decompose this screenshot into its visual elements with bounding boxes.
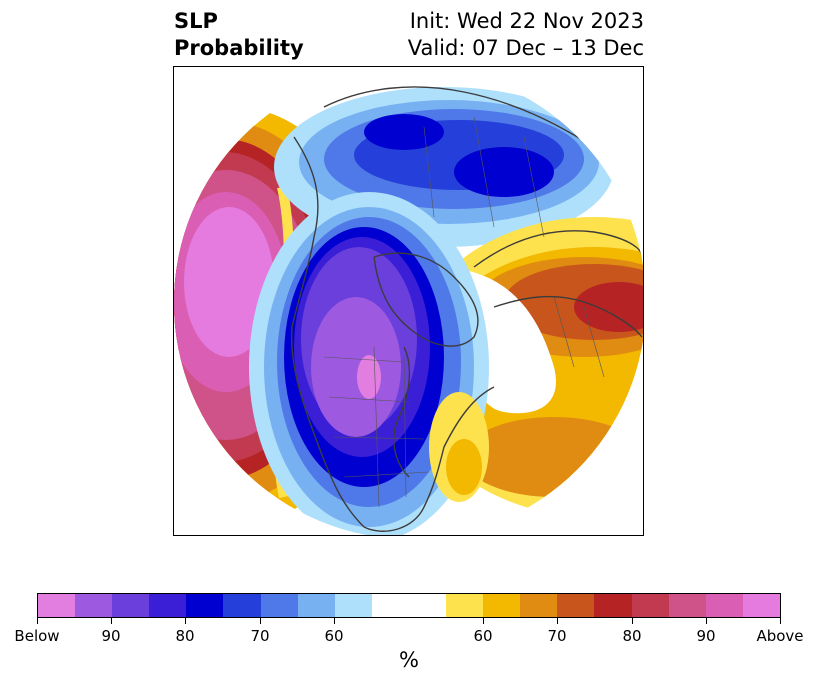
map-dates: Init: Wed 22 Nov 2023 Valid: 07 Dec – 13… bbox=[370, 8, 644, 62]
colorbar-tick bbox=[483, 618, 484, 624]
colorbar-label-below: Below bbox=[14, 627, 60, 645]
colorbar-segment bbox=[112, 594, 150, 617]
field-above-pacific-max bbox=[184, 207, 274, 357]
title-product: Probability bbox=[174, 36, 304, 60]
colorbar-tick bbox=[111, 618, 112, 624]
colorbar-segment bbox=[557, 594, 595, 617]
colorbar-label: 90 bbox=[101, 627, 121, 645]
field-above-europe-80 bbox=[574, 282, 643, 332]
colorbar-label: 90 bbox=[696, 627, 716, 645]
colorbar-label: 70 bbox=[250, 627, 270, 645]
colorbar-tick bbox=[557, 618, 558, 624]
colorbar-segment bbox=[668, 594, 706, 617]
colorbar-segment bbox=[334, 594, 372, 617]
colorbar-tick bbox=[632, 618, 633, 624]
colorbar-segment bbox=[297, 594, 335, 617]
colorbar-tick bbox=[37, 618, 38, 624]
coastlines bbox=[290, 86, 643, 532]
colorbar-tick bbox=[334, 618, 335, 624]
colorbar-label: 60 bbox=[473, 627, 493, 645]
colorbar-segment-neutral bbox=[371, 594, 447, 617]
colorbar-label: 80 bbox=[175, 627, 195, 645]
init-date: Init: Wed 22 Nov 2023 bbox=[409, 9, 644, 33]
polar-map bbox=[173, 66, 644, 536]
colorbar-segment bbox=[186, 594, 224, 617]
probability-field bbox=[174, 67, 643, 535]
colorbar-tick bbox=[185, 618, 186, 624]
colorbar-tick bbox=[260, 618, 261, 624]
colorbar-segment bbox=[742, 594, 780, 617]
colorbar-label: 70 bbox=[547, 627, 567, 645]
colorbar-segment bbox=[631, 594, 669, 617]
colorbar-segment bbox=[483, 594, 521, 617]
colorbar-unit: % bbox=[399, 648, 419, 672]
colorbar-segment bbox=[260, 594, 298, 617]
field-below-namerica-max bbox=[357, 355, 381, 399]
field-below-arctic-80 bbox=[454, 147, 554, 197]
title-variable: SLP bbox=[174, 9, 218, 33]
valid-range: Valid: 07 Dec – 13 Dec bbox=[407, 36, 644, 60]
colorbar-label: 80 bbox=[622, 627, 642, 645]
colorbar-segment bbox=[705, 594, 743, 617]
colorbar-label: 60 bbox=[324, 627, 344, 645]
probability-colorbar bbox=[37, 593, 781, 618]
colorbar-segment bbox=[38, 594, 76, 617]
colorbar-segment bbox=[520, 594, 558, 617]
colorbar-segment bbox=[446, 594, 484, 617]
colorbar-segment bbox=[223, 594, 261, 617]
colorbar-label-above: Above bbox=[756, 627, 804, 645]
colorbar-tick bbox=[780, 618, 781, 624]
colorbar-segment bbox=[75, 594, 113, 617]
borders bbox=[323, 116, 605, 508]
colorbar-segment bbox=[594, 594, 632, 617]
colorbar-tick bbox=[706, 618, 707, 624]
map-title: SLP Probability bbox=[174, 8, 304, 62]
colorbar-segment bbox=[149, 594, 187, 617]
field-below-namerica-90 bbox=[311, 297, 401, 437]
